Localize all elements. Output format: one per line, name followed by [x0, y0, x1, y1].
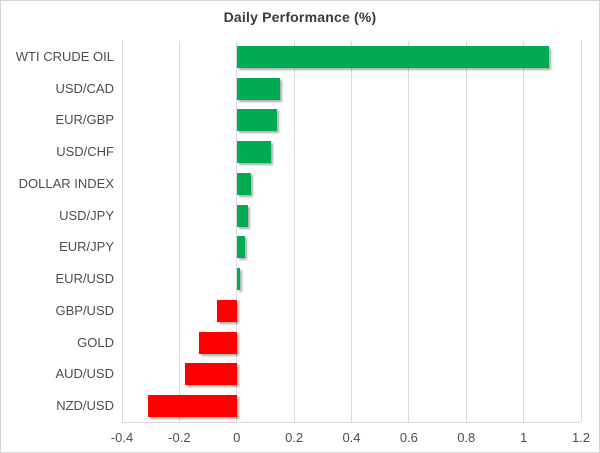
- x-tick-label: 0.4: [342, 430, 361, 445]
- bar-usd-chf: [236, 141, 272, 164]
- bar-gold: [199, 331, 237, 354]
- gridline: [236, 41, 238, 422]
- x-tick-label: 1: [520, 430, 528, 445]
- bar-usd-jpy: [236, 204, 249, 227]
- bar-aud-usd: [185, 363, 237, 386]
- bar-nzd-usd: [147, 395, 237, 418]
- x-tick-label: 0.8: [457, 430, 476, 445]
- bar-dollar-index: [236, 172, 252, 195]
- category-label: EUR/JPY: [59, 239, 114, 255]
- gridline: [465, 41, 467, 422]
- category-label: USD/CHF: [56, 144, 114, 160]
- bar-wti-crude-oil: [236, 45, 550, 68]
- x-axis-line: [122, 422, 581, 423]
- x-tick-label: -0.4: [110, 430, 134, 445]
- category-label: EUR/USD: [55, 271, 114, 287]
- x-tick-label: 1.2: [571, 430, 591, 445]
- x-tick-label: 0: [233, 430, 241, 445]
- category-label: WTI CRUDE OIL: [15, 48, 114, 64]
- bar-gbp-usd: [216, 299, 237, 322]
- bar-eur-usd: [236, 268, 240, 291]
- category-label: EUR/GBP: [55, 112, 114, 128]
- gridline: [408, 41, 410, 422]
- bar-eur-jpy: [236, 236, 246, 259]
- gridline: [523, 41, 525, 422]
- gridline: [293, 41, 295, 422]
- x-tick-label: 0.6: [399, 430, 418, 445]
- chart-title: Daily Performance (%): [223, 9, 377, 25]
- bar-usd-cad: [236, 77, 280, 100]
- gridline: [178, 41, 180, 422]
- gridline: [121, 41, 123, 422]
- gridline: [351, 41, 352, 422]
- category-label: AUD/USD: [55, 366, 114, 382]
- category-label: USD/JPY: [59, 207, 114, 223]
- category-label: NZD/USD: [56, 398, 114, 414]
- x-tick-label: -0.2: [168, 430, 191, 445]
- category-label: GBP/USD: [55, 302, 114, 318]
- category-label: GOLD: [77, 334, 114, 350]
- category-label: DOLLAR INDEX: [18, 175, 114, 191]
- bar-eur-gbp: [236, 109, 277, 132]
- category-label: USD/CAD: [55, 80, 114, 96]
- gridline: [580, 41, 582, 422]
- x-tick-label: 0.2: [285, 430, 304, 445]
